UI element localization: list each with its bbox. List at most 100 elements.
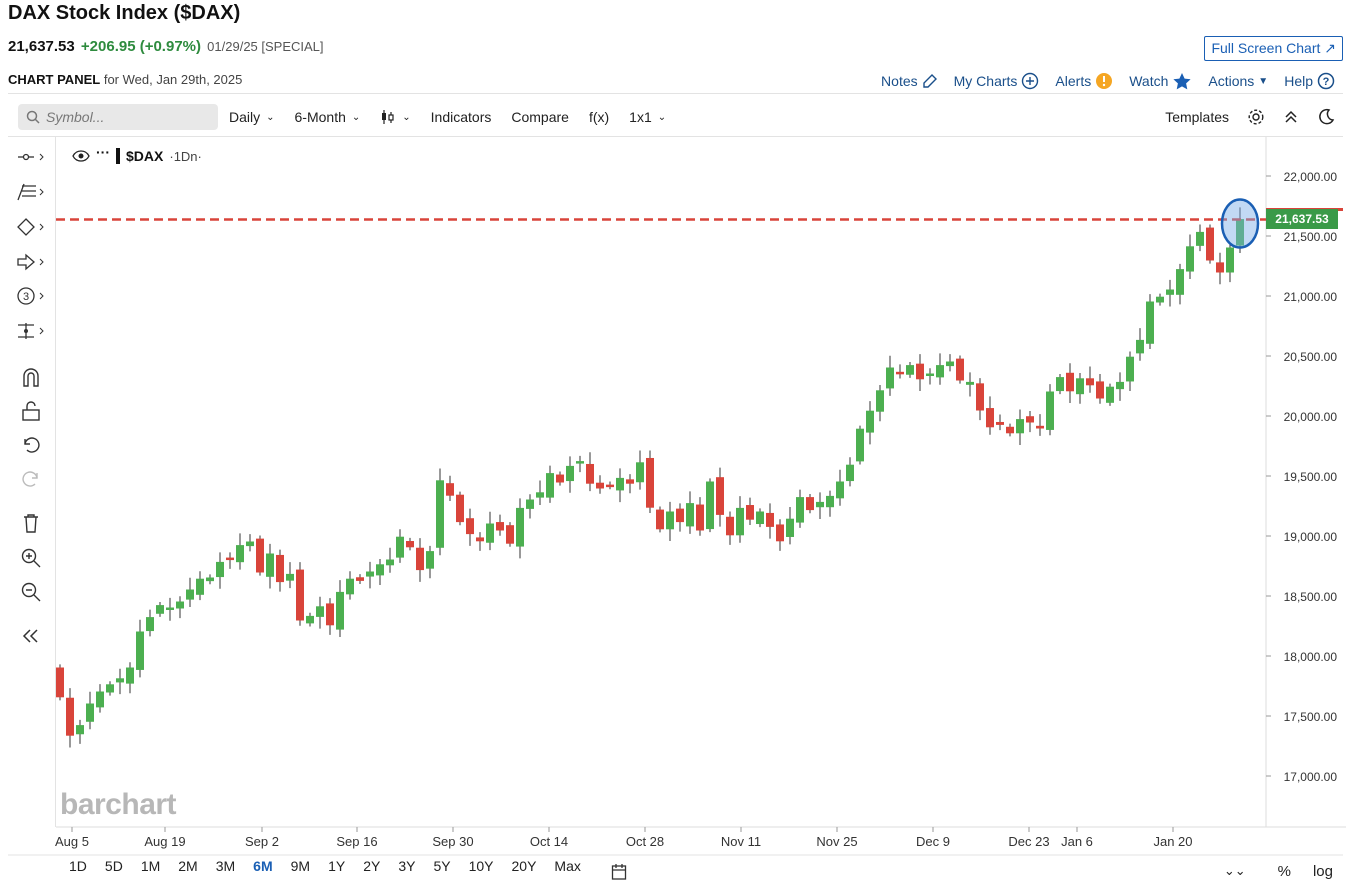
- zoom-in-icon[interactable]: [8, 543, 54, 573]
- candle-body: [246, 541, 254, 547]
- x-tick-label: Sep 30: [432, 834, 473, 849]
- notes-link[interactable]: Notes: [881, 72, 938, 90]
- toolbar-right: Templates: [1165, 108, 1335, 126]
- highlight-circle: [1220, 198, 1260, 249]
- chart-toolbar: Symbol... Daily ⌄ 6-Month ⌄ ⌄ Indicators…: [18, 103, 1335, 131]
- candle-body: [326, 603, 334, 626]
- redo-icon[interactable]: [8, 464, 54, 494]
- watch-link[interactable]: Watch: [1129, 72, 1192, 90]
- interval-label: Daily: [229, 109, 261, 125]
- more-icon[interactable]: ···: [96, 144, 110, 160]
- search-placeholder: Symbol...: [46, 109, 105, 125]
- magnet-icon[interactable]: [8, 362, 54, 392]
- indicators-button[interactable]: Indicators: [430, 109, 492, 125]
- last-price-badge: 21,637.53: [1266, 209, 1338, 229]
- range-button-1d[interactable]: 1D: [69, 858, 87, 874]
- svg-text:3: 3: [23, 291, 29, 303]
- undo-icon[interactable]: [8, 430, 54, 460]
- layout-select[interactable]: 1x1 ⌄: [629, 109, 666, 125]
- actions-label: Actions: [1208, 73, 1255, 89]
- fib-tool-icon[interactable]: [8, 177, 54, 207]
- compare-button[interactable]: Compare: [511, 109, 569, 125]
- interval-select[interactable]: Daily ⌄: [229, 109, 275, 125]
- actions-menu[interactable]: Actions ▼: [1208, 72, 1268, 90]
- range-select[interactable]: 6-Month ⌄: [295, 109, 361, 125]
- chart-type-select[interactable]: ⌄: [380, 109, 411, 125]
- candle-body: [516, 507, 524, 547]
- range-button-3m[interactable]: 3M: [215, 858, 236, 874]
- candle-body: [996, 421, 1004, 425]
- range-button-1y[interactable]: 1Y: [328, 858, 346, 874]
- candle-body: [1196, 231, 1204, 246]
- moon-icon[interactable]: [1317, 108, 1335, 126]
- lock-icon[interactable]: [8, 396, 54, 426]
- x-tick-label: Nov 25: [816, 834, 857, 849]
- legend-interval: ·1Dn·: [169, 148, 202, 164]
- arrow-tool-icon[interactable]: [8, 247, 54, 277]
- candle-body: [1116, 381, 1124, 390]
- x-tick-label: Aug 5: [55, 834, 89, 849]
- log-toggle[interactable]: log: [1312, 863, 1333, 880]
- crosshair-tool-icon[interactable]: [8, 142, 54, 172]
- candle-body: [736, 507, 744, 536]
- candle-body: [416, 547, 424, 571]
- range-button-5y[interactable]: 5Y: [433, 858, 451, 874]
- fx-button[interactable]: f(x): [588, 109, 610, 125]
- range-button-2m[interactable]: 2M: [178, 858, 198, 874]
- zoom-out-icon[interactable]: [8, 577, 54, 607]
- help-link[interactable]: Help ?: [1284, 72, 1335, 90]
- candle-body: [566, 465, 574, 482]
- candle-body: [396, 536, 404, 558]
- candle-body: [966, 381, 974, 385]
- range-button-20y[interactable]: 20Y: [511, 858, 537, 874]
- expand-down-icon[interactable]: ⌄⌄: [1223, 863, 1246, 878]
- shape-tool-icon[interactable]: [8, 212, 54, 242]
- range-button-9m[interactable]: 9M: [290, 858, 311, 874]
- x-tick-label: Oct 28: [626, 834, 664, 849]
- templates-button[interactable]: Templates: [1165, 109, 1229, 125]
- candle-body: [266, 553, 274, 577]
- symbol-search-input[interactable]: Symbol...: [18, 104, 218, 130]
- candle-body: [196, 578, 204, 595]
- candle-body: [496, 522, 504, 531]
- range-button-3y[interactable]: 3Y: [398, 858, 416, 874]
- candle-body: [906, 365, 914, 375]
- x-tick-label: Sep 2: [245, 834, 279, 849]
- candle-body: [1146, 301, 1154, 344]
- candle-body: [286, 573, 294, 581]
- range-button-2y[interactable]: 2Y: [363, 858, 381, 874]
- x-tick-label: Jan 20: [1153, 834, 1192, 849]
- gear-icon[interactable]: [1247, 108, 1265, 126]
- edit-icon: [922, 74, 937, 88]
- range-button-10y[interactable]: 10Y: [468, 858, 494, 874]
- eye-icon[interactable]: [72, 150, 90, 162]
- chart-panel-date: for Wed, Jan 29th, 2025: [103, 72, 243, 87]
- alerts-link[interactable]: Alerts: [1055, 72, 1113, 90]
- counter-tool-icon[interactable]: 3: [8, 281, 54, 311]
- full-screen-chart-button[interactable]: Full Screen Chart ↗: [1204, 36, 1343, 61]
- collapse-icon[interactable]: [8, 621, 54, 651]
- measure-tool-icon[interactable]: [8, 316, 54, 346]
- trash-icon[interactable]: [8, 508, 54, 538]
- candle-body: [1206, 227, 1214, 261]
- percent-toggle[interactable]: %: [1277, 863, 1291, 880]
- y-tick-label: 18,500.00: [1284, 590, 1338, 604]
- candle-body: [296, 569, 304, 621]
- candle-body: [886, 367, 894, 389]
- range-button-1m[interactable]: 1M: [140, 858, 161, 874]
- candle-body: [596, 482, 604, 489]
- chart-panel-label: CHART PANEL: [8, 72, 101, 87]
- y-tick-label: 19,000.00: [1284, 530, 1338, 544]
- candle-body: [126, 667, 134, 684]
- range-label: 6-Month: [294, 109, 346, 125]
- candle-body: [986, 408, 994, 428]
- collapse-up-icon[interactable]: [1283, 109, 1299, 125]
- calendar-icon[interactable]: [611, 863, 627, 881]
- caret-down-icon: ▼: [1258, 75, 1269, 87]
- my-charts-link[interactable]: My Charts: [954, 72, 1040, 90]
- range-button-5d[interactable]: 5D: [104, 858, 123, 874]
- range-button-max[interactable]: Max: [554, 858, 581, 874]
- y-tick-label: 21,500.00: [1284, 230, 1338, 244]
- range-button-6m[interactable]: 6M: [253, 858, 273, 874]
